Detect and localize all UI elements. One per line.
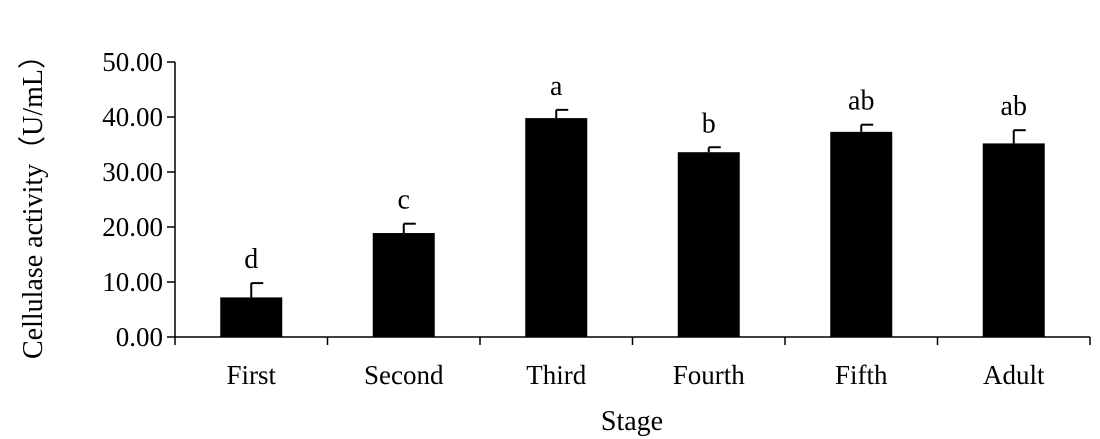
bar-adult	[982, 143, 1045, 337]
bar-second	[372, 233, 435, 337]
bars	[220, 118, 1045, 337]
y-tick-label: 20.00	[102, 212, 163, 242]
category-label-adult: Adult	[983, 360, 1045, 390]
error-bars	[250, 108, 1026, 298]
bar-first	[220, 297, 283, 337]
significance-label-third: a	[550, 71, 563, 102]
x-axis-title: Stage	[601, 406, 663, 437]
y-tick-label: 30.00	[102, 157, 163, 187]
y-tick-label: 0.00	[116, 322, 163, 352]
significance-label-second: c	[398, 185, 410, 216]
significance-label-first: d	[244, 244, 258, 275]
category-label-third: Third	[526, 360, 586, 390]
x-ticks	[174, 337, 1091, 345]
bar-third	[525, 118, 588, 337]
y-tick-label: 40.00	[102, 102, 163, 132]
significance-label-fourth: b	[702, 108, 716, 139]
category-label-second: Second	[364, 360, 444, 390]
y-ticks: 0.00 10.00 20.00 30.00 40.00 50.00	[102, 47, 175, 352]
y-tick-label: 10.00	[102, 267, 163, 297]
significance-label-adult: ab	[1001, 91, 1027, 122]
category-label-first: First	[226, 360, 276, 390]
category-label-fifth: Fifth	[835, 360, 888, 390]
category-labels: First Second Third Fourth Fifth Adult	[226, 360, 1045, 390]
bar-fifth	[830, 131, 893, 337]
chart-axes	[174, 62, 1090, 338]
y-axis-title: Cellulase activity（U/mL）	[17, 41, 49, 359]
y-tick-label: 50.00	[102, 47, 163, 77]
category-label-fourth: Fourth	[673, 360, 746, 390]
bar-fourth	[677, 152, 740, 337]
significance-label-fifth: ab	[848, 86, 874, 117]
